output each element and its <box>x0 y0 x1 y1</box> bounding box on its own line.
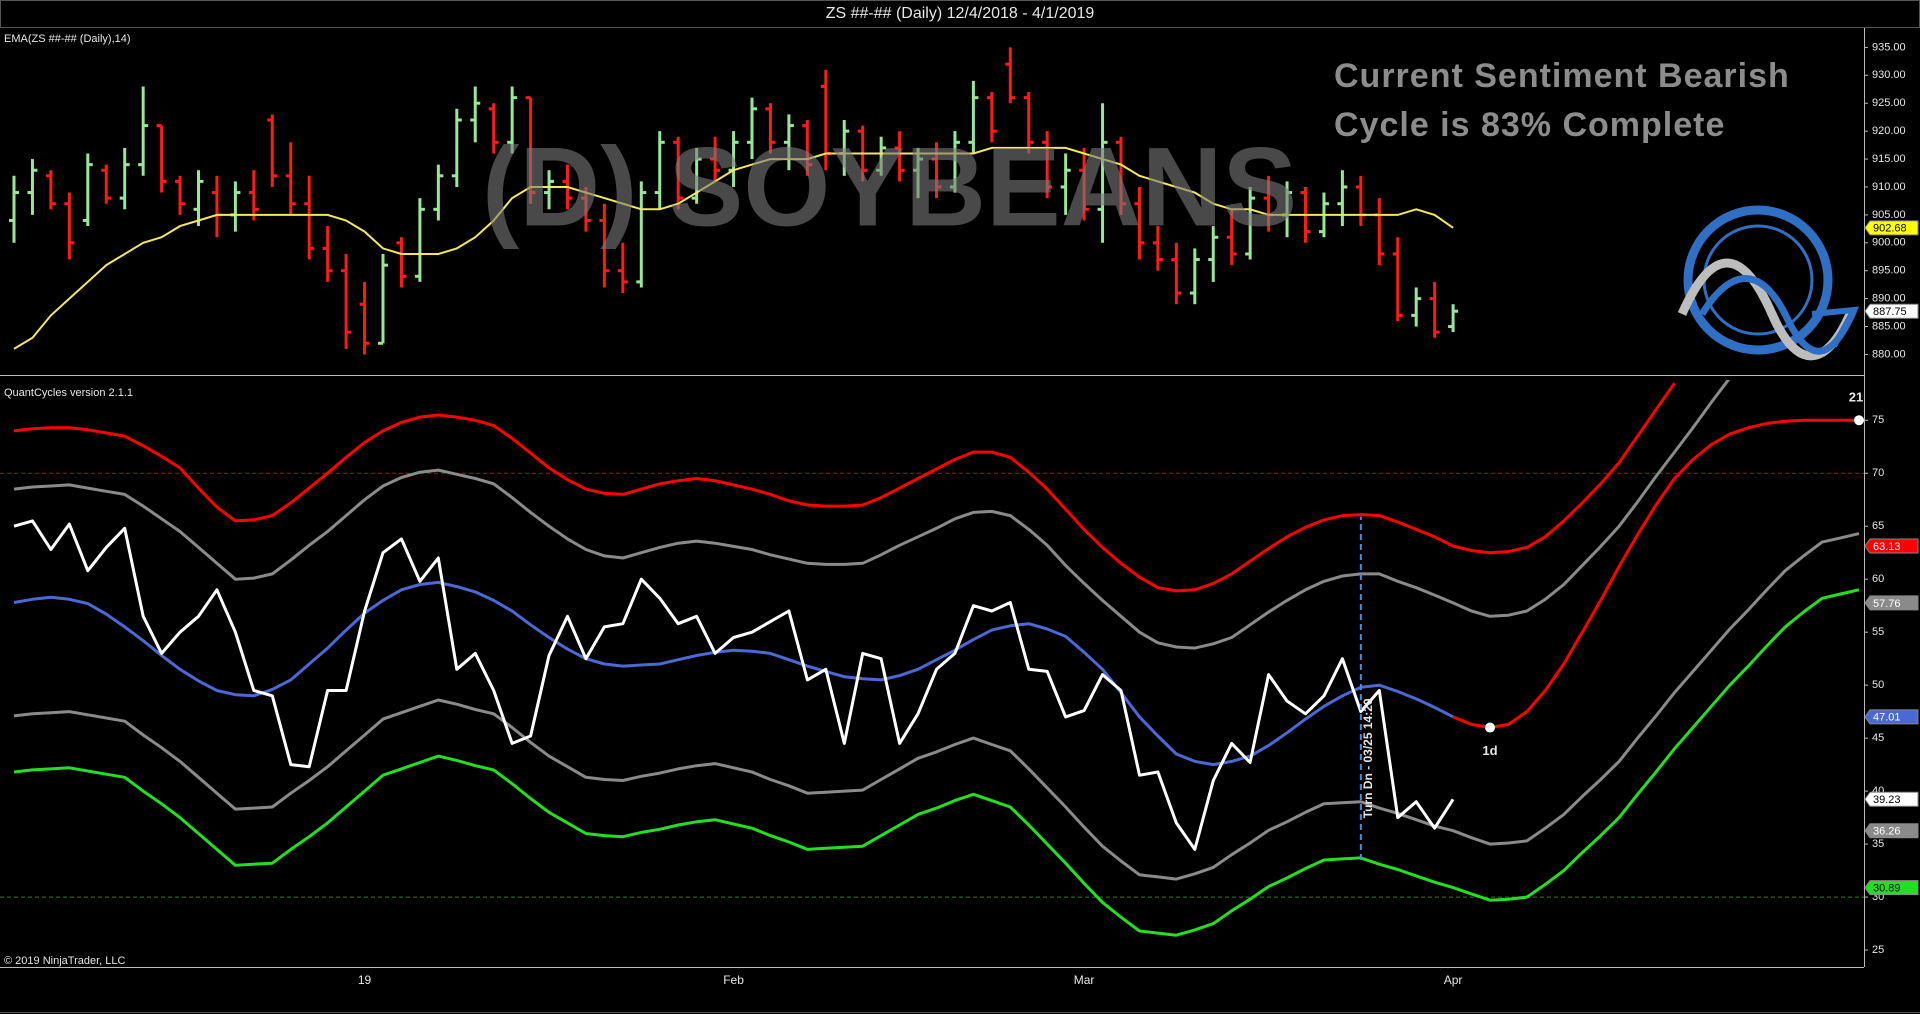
y-tick-label: 930.00 <box>1872 69 1906 81</box>
price-flag <box>1864 220 1919 236</box>
ema-line <box>13 146 1454 350</box>
y-tick-label: 925.00 <box>1872 97 1906 109</box>
y-tick-label: 35 <box>1872 838 1884 850</box>
sentiment-text: Current Sentiment Bearish <box>1334 57 1790 95</box>
price-flag <box>1864 823 1919 839</box>
y-tick-label: 65 <box>1872 520 1884 532</box>
price-flag-label: 887.75 <box>1873 306 1907 318</box>
cycle-line <box>13 380 1731 650</box>
y-tick-label: 915.00 <box>1872 153 1906 165</box>
price-flag-label: 39.23 <box>1873 794 1901 806</box>
price-flag-label: 30.89 <box>1873 883 1901 895</box>
y-tick-label: 75 <box>1872 414 1884 426</box>
price-flag <box>1864 709 1919 725</box>
price-flag-label: 36.26 <box>1873 826 1901 838</box>
price-flag <box>1864 880 1919 896</box>
y-tick-label: 45 <box>1872 732 1884 744</box>
price-flag <box>1864 595 1919 611</box>
projection-point <box>1485 722 1495 733</box>
price-flag-label: 902.68 <box>1873 223 1907 235</box>
point-label: 21 <box>1849 390 1863 405</box>
x-tick-label: Feb <box>723 973 744 987</box>
x-tick-label: 19 <box>358 973 372 987</box>
price-flag-label: 63.13 <box>1873 541 1901 553</box>
y-tick-label: 895.00 <box>1872 265 1906 277</box>
indicator-label: EMA(ZS ##-## (Daily),14) <box>4 33 131 45</box>
cycle-line <box>13 580 1454 767</box>
price-flag-label: 57.76 <box>1873 598 1901 610</box>
y-tick-label: 935.00 <box>1872 41 1906 53</box>
copyright: © 2019 NinjaTrader, LLC <box>4 955 125 967</box>
cycle-line <box>13 532 1860 881</box>
cycle-line <box>13 588 1860 937</box>
y-tick-label: 890.00 <box>1872 293 1906 305</box>
y-tick-label: 910.00 <box>1872 181 1906 193</box>
y-tick-label: 905.00 <box>1872 209 1906 221</box>
point-label: 1d <box>1482 743 1497 758</box>
cycle-line <box>13 519 1455 851</box>
panel-label: QuantCycles version 2.1.1 <box>4 387 133 399</box>
y-tick-label: 50 <box>1872 679 1884 691</box>
price-flag <box>1864 303 1919 319</box>
y-tick-label: 880.00 <box>1872 348 1906 360</box>
x-tick-label: Mar <box>1074 973 1095 987</box>
price-flag <box>1864 538 1919 554</box>
y-tick-label: 60 <box>1872 573 1884 585</box>
cycle-panel <box>0 380 1864 937</box>
cycle-line <box>1452 418 1859 729</box>
cycle-line <box>13 382 1676 593</box>
price-flag-label: 47.01 <box>1873 712 1901 724</box>
watermark: (D) SOYBEANS <box>482 125 1297 250</box>
turn-label: Turn Dn - 03/25 14:20 <box>1361 698 1375 818</box>
y-tick-label: 900.00 <box>1872 237 1906 249</box>
logo <box>1677 205 1860 361</box>
y-tick-label: 70 <box>1872 467 1884 479</box>
y-tick-label: 25 <box>1872 944 1884 956</box>
y-tick-label: 885.00 <box>1872 320 1906 332</box>
title-bar <box>0 0 1920 28</box>
chart-title: ZS ##-## (Daily) 12/4/2018 - 4/1/2019 <box>826 5 1095 22</box>
y-tick-label: 55 <box>1872 626 1884 638</box>
price-flag <box>1864 791 1919 807</box>
sentiment-text: Cycle is 83% Complete <box>1334 106 1725 144</box>
price-panel <box>9 47 1459 355</box>
x-tick-label: Apr <box>1444 973 1463 987</box>
y-tick-label: 920.00 <box>1872 125 1906 137</box>
projection-point <box>1854 415 1864 426</box>
